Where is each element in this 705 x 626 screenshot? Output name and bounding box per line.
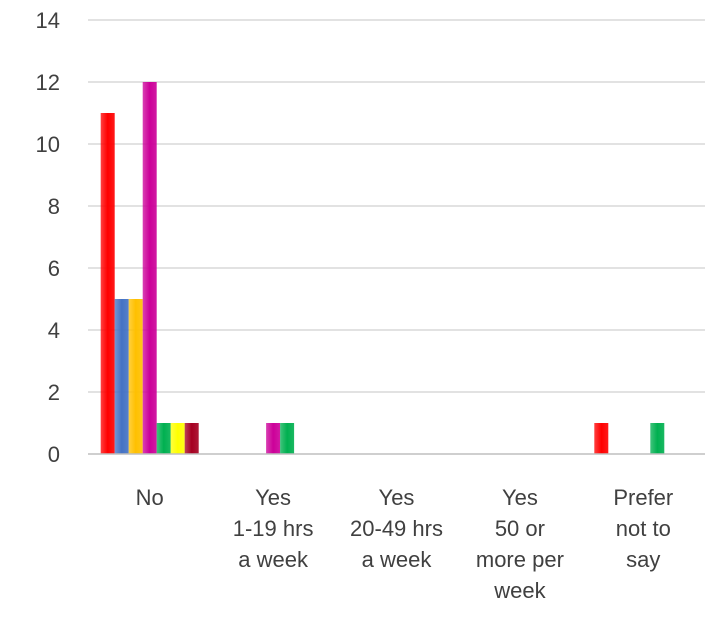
bar-series1-cat5 xyxy=(594,423,609,454)
x-axis-category-labels: No Yes 1-19 hrs a week Yes 20-49 hrs a week Yes… xyxy=(136,485,674,603)
y-tick-label-10: 10 xyxy=(36,132,60,157)
bar-series6-cat1 xyxy=(170,423,185,454)
bar-series5-cat1 xyxy=(156,423,171,454)
y-tick-label-14: 14 xyxy=(36,8,60,33)
x-category-label-1: No xyxy=(136,485,164,510)
bar-series4-cat1 xyxy=(142,82,157,454)
y-tick-label-2: 2 xyxy=(48,380,60,405)
y-tick-label-0: 0 xyxy=(48,442,60,467)
x-category-label-4: Yes 50 or more per week xyxy=(476,485,564,603)
x-category-label-2: Yes 1-19 hrs a week xyxy=(233,485,314,572)
bar-series5-cat5 xyxy=(650,423,665,454)
gridlines xyxy=(88,19,705,393)
bar-series3-cat1 xyxy=(128,299,143,454)
y-axis-tick-labels: 0 2 4 6 8 10 12 14 xyxy=(36,8,60,467)
x-category-label-5: Prefer not to say xyxy=(613,485,673,572)
y-tick-label-8: 8 xyxy=(48,194,60,219)
y-tick-label-6: 6 xyxy=(48,256,60,281)
bar-series7-cat1 xyxy=(184,423,199,454)
y-tick-label-12: 12 xyxy=(36,70,60,95)
bar-series2-cat1 xyxy=(114,299,129,454)
bar-series1-cat1 xyxy=(100,113,115,454)
bar-series5-cat2 xyxy=(280,423,295,454)
x-category-label-3: Yes 20-49 hrs a week xyxy=(350,485,443,572)
bars xyxy=(100,82,665,454)
bar-series4-cat2 xyxy=(266,423,281,454)
y-tick-label-4: 4 xyxy=(48,318,60,343)
